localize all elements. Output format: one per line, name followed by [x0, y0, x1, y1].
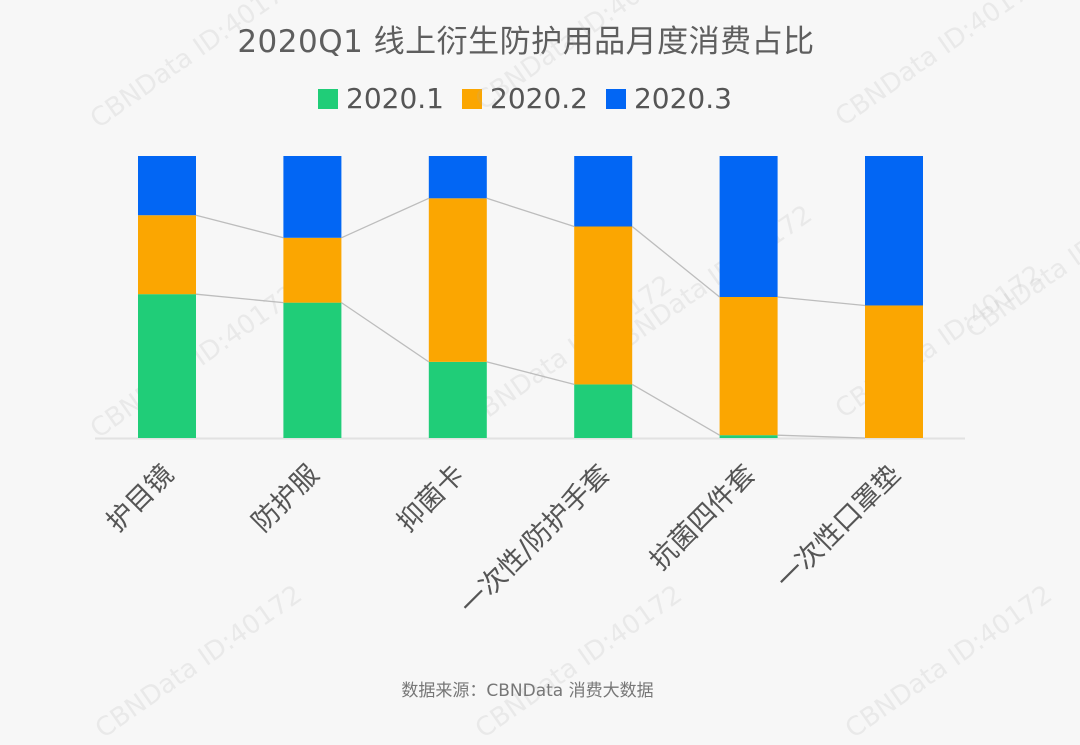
legend-label-2020-3: 2020.3	[633, 82, 732, 115]
legend-label-2020-2: 2020.2	[490, 82, 588, 115]
connector-line-2-3	[486, 197, 575, 228]
connector-line-1-3	[486, 361, 575, 386]
bar-1-series-1	[138, 294, 196, 438]
bar-5-series-2	[719, 297, 778, 436]
bar-5-series-3	[719, 156, 778, 297]
bar-5-series-1	[719, 435, 778, 438]
x-tick-label-5: 抗菌四件套	[644, 459, 761, 576]
x-tick-label-2: 防护服	[246, 459, 325, 538]
legend-swatch-2020-2	[462, 88, 482, 109]
legend-swatch-2020-1	[318, 88, 339, 109]
bar-6-series-3	[865, 156, 923, 306]
bar-3-series-3	[428, 156, 487, 199]
bar-4-series-2	[574, 226, 633, 385]
x-tick-label-3: 抑菌卡	[392, 459, 471, 538]
bar-2-series-1	[283, 302, 342, 438]
legend-label-2020-1: 2020.1	[346, 82, 444, 115]
connector-line-2-2	[341, 197, 430, 239]
connector-line-2-1	[195, 214, 284, 239]
connector-line-2-4	[631, 225, 721, 298]
x-tick-label-1: 护目镜	[101, 459, 180, 538]
chart-legend: 2020.1 2020.2 2020.3	[0, 82, 1050, 115]
bar-1-series-2	[138, 215, 196, 295]
bar-4-series-3	[574, 156, 633, 227]
legend-item-2020-1: 2020.1	[318, 82, 444, 115]
connector-line-1-1	[195, 293, 284, 304]
bar-2-series-3	[283, 156, 342, 238]
x-tick-label-4: 一次性/防护手套	[454, 459, 616, 621]
connector-line-1-4	[631, 383, 720, 436]
legend-swatch-2020-3	[605, 88, 626, 109]
bar-4-series-1	[574, 384, 633, 438]
legend-item-2020-3: 2020.3	[605, 82, 732, 115]
bar-6-series-2	[865, 305, 923, 438]
connector-line-1-5	[777, 434, 866, 439]
chart-title: 2020Q1 线上衍生防护用品月度消费占比	[237, 24, 815, 60]
x-tick-label-6: 一次性口罩垫	[770, 459, 906, 595]
bar-3-series-1	[428, 361, 487, 438]
bar-1-series-3	[138, 156, 196, 216]
bar-3-series-2	[428, 198, 487, 362]
connector-line-2-5	[777, 296, 866, 307]
bar-2-series-2	[283, 237, 342, 303]
source-note: 数据来源：CBNData 消费大数据	[401, 681, 654, 701]
connector-line-1-2	[341, 302, 430, 363]
legend-item-2020-2: 2020.2	[462, 82, 588, 115]
